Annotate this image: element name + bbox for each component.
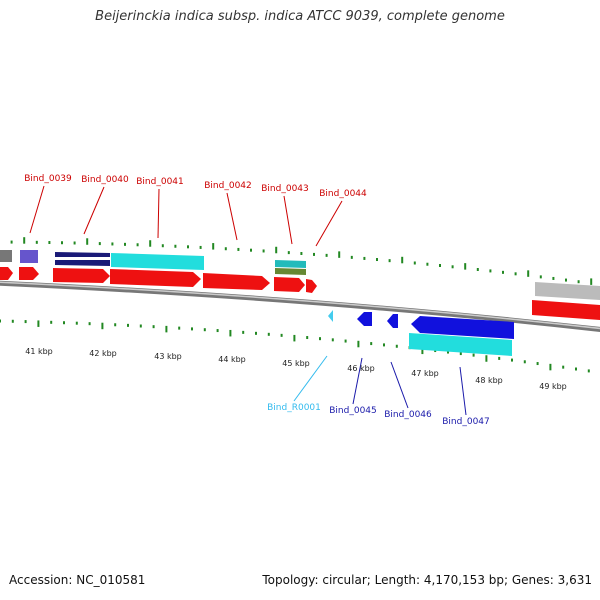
genome-backbone (0, 280, 600, 332)
gene-label[interactable]: Bind_0040 (81, 175, 129, 185)
label-leader-line (157, 188, 160, 239)
kbp-label: 45 kbp (282, 359, 310, 368)
feature-stripe (55, 257, 110, 260)
rna-arrow[interactable] (328, 310, 333, 322)
gene-arrow-forward[interactable] (532, 300, 600, 320)
label-leaders (29, 185, 467, 416)
feature-bar[interactable] (20, 250, 38, 263)
gene-arrow-forward[interactable] (110, 269, 201, 287)
gene-arrow-reverse[interactable] (357, 312, 372, 326)
label-leader-line (293, 355, 328, 402)
gene-arrow-forward[interactable] (0, 267, 13, 280)
kbp-label: 47 kbp (411, 369, 439, 378)
label-leader-line (459, 366, 467, 416)
gene-arrow-reverse[interactable] (387, 314, 398, 328)
gene-label[interactable]: Bind_0047 (442, 417, 490, 427)
gene-label[interactable]: Bind_0042 (204, 181, 252, 191)
gene-label[interactable]: Bind_0046 (384, 410, 432, 420)
label-leader-line (29, 185, 45, 234)
label-leader-line (352, 357, 363, 405)
feature-bar[interactable] (111, 253, 204, 270)
kbp-scale: 41 kbp 42 kbp 43 kbp 44 kbp 45 kbp 46 kbp 47 k… (25, 347, 567, 391)
map-title: Beijerinckia indica subsp. indica ATCC 9… (95, 9, 505, 24)
label-leader-line (226, 192, 238, 241)
inner-tick-ring (0, 319, 590, 373)
forward-feature-track (0, 250, 600, 300)
gene-label[interactable]: Bind_0043 (261, 184, 309, 194)
accession-text: Accession: NC_010581 (9, 573, 146, 587)
gene-labels: Bind_0039 Bind_0040 Bind_0041 Bind_0042 Bind… (24, 174, 490, 427)
feature-bar[interactable] (535, 282, 600, 300)
kbp-label: 42 kbp (89, 349, 117, 358)
gene-label[interactable]: Bind_R0001 (267, 403, 321, 413)
gene-label[interactable]: Bind_0044 (319, 189, 367, 199)
label-leader-line (83, 186, 105, 235)
gene-arrow-forward[interactable] (203, 273, 270, 290)
forward-gene-track (0, 267, 600, 320)
gene-arrow-forward[interactable] (53, 268, 110, 283)
label-leader-line (315, 200, 343, 247)
kbp-label: 44 kbp (218, 355, 246, 364)
kbp-label: 46 kbp (347, 364, 375, 373)
gene-label[interactable]: Bind_0041 (136, 177, 184, 187)
feature-bar[interactable] (275, 268, 306, 275)
gene-label[interactable]: Bind_0039 (24, 174, 72, 184)
gene-arrow-forward[interactable] (19, 267, 39, 280)
genome-stats-text: Topology: circular; Length: 4,170,153 bp… (262, 573, 592, 587)
outer-tick-ring (10, 237, 593, 285)
reverse-gene-track (328, 310, 514, 356)
gene-label[interactable]: Bind_0045 (329, 406, 377, 416)
genome-backbone-highlight (0, 281, 600, 330)
label-leader-line (390, 361, 409, 409)
feature-bar[interactable] (275, 260, 306, 268)
kbp-label: 48 kbp (475, 376, 503, 385)
kbp-label: 41 kbp (25, 347, 53, 356)
kbp-label: 43 kbp (154, 352, 182, 361)
feature-bar-reverse[interactable] (409, 333, 512, 356)
gene-arrow-reverse[interactable] (411, 316, 514, 339)
kbp-label: 49 kbp (539, 382, 567, 391)
label-leader-line (283, 195, 293, 245)
gene-arrow-forward[interactable] (306, 279, 317, 293)
feature-bar[interactable] (0, 250, 12, 262)
gene-arrow-forward[interactable] (274, 277, 305, 292)
